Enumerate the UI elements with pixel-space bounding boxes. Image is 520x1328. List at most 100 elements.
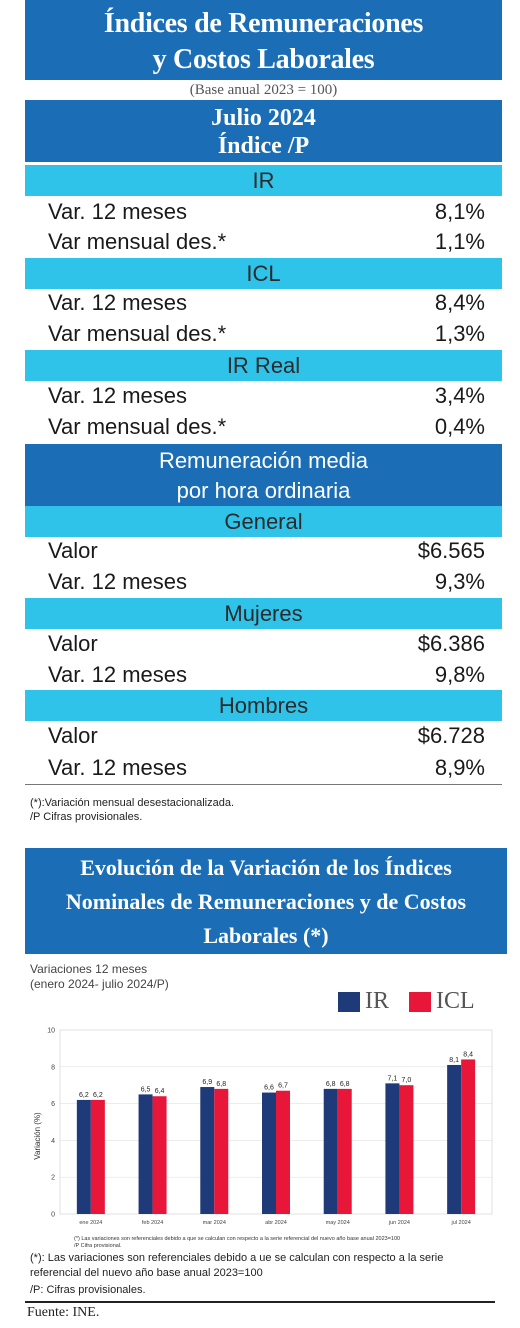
- mujeres-row-12m: Var. 12 meses 9,8%: [48, 659, 485, 690]
- chart-inner-note-1: (*) Las variaciones son referenciales de…: [74, 1236, 400, 1242]
- section-icl: ICL: [25, 258, 502, 289]
- row-label: Var. 12 meses: [48, 199, 187, 224]
- section-general: General: [25, 506, 502, 537]
- bar-ir-4: [262, 1092, 276, 1214]
- footnote-provisional: /P Cifras provisionales.: [30, 811, 143, 823]
- legend-ir: IR: [338, 988, 389, 1015]
- y-tick-label: 8: [51, 1064, 55, 1071]
- period-header: Julio 2024 Índice /P: [25, 100, 502, 162]
- legend-icl: ICL: [409, 988, 475, 1015]
- table-bottom-rule: [25, 784, 502, 785]
- legend-icl-swatch: [409, 991, 431, 1012]
- row-value: 1,1%: [434, 229, 485, 254]
- mujeres-row-value: Valor $6.386: [48, 628, 485, 659]
- rem-title-line-2: por hora ordinaria: [176, 478, 351, 503]
- data-label-icl-6: 7,0: [402, 1077, 412, 1084]
- legend-ir-label: IR: [365, 988, 389, 1014]
- row-value: $6.565: [417, 538, 485, 563]
- row-label: Valor: [48, 723, 98, 748]
- row-value: 8,9%: [434, 755, 485, 780]
- data-label-ir-5: 6,8: [326, 1081, 336, 1088]
- bar-icl-1: [90, 1099, 105, 1214]
- row-value: 0,4%: [434, 414, 485, 439]
- y-tick-label: 10: [47, 1028, 55, 1035]
- row-label: Var. 12 meses: [48, 383, 187, 408]
- data-label-ir-2: 6,5: [141, 1086, 151, 1093]
- rem-title-line-1: Remuneración media: [158, 448, 369, 473]
- title-line-1: Índices de Remuneraciones: [103, 8, 424, 39]
- data-label-ir-7: 8,1: [449, 1057, 459, 1064]
- ir-row-12m: Var. 12 meses 8,1%: [48, 196, 485, 227]
- source-rule: [25, 1301, 495, 1303]
- period-label: Julio 2024: [211, 105, 316, 131]
- bar-ir-2: [138, 1094, 153, 1214]
- row-label: Valor: [48, 631, 98, 656]
- row-value: 9,3%: [434, 569, 485, 594]
- title-line-2: y Costos Laborales: [152, 44, 375, 75]
- index-label: Índice /P: [217, 133, 310, 159]
- bar-icl-6: [399, 1085, 414, 1214]
- y-tick-label: 6: [51, 1101, 55, 1108]
- bar-icl-3: [214, 1088, 229, 1214]
- chart-title-line-1: Evolución de la Variación de los Índices: [80, 855, 452, 880]
- data-label-icl-5: 6,8: [340, 1081, 350, 1088]
- chart-note-3: /P: Cifras provisionales.: [30, 1284, 146, 1296]
- x-tick-label: jun 2024: [388, 1220, 410, 1226]
- report-title: Índices de Remuneraciones y Costos Labor…: [25, 0, 502, 80]
- data-label-icl-3: 6,8: [216, 1081, 226, 1088]
- row-value: 8,4%: [434, 290, 485, 315]
- row-label: Var. 12 meses: [48, 290, 187, 315]
- section-ir: IR: [25, 165, 502, 196]
- data-label-ir-6: 7,1: [388, 1075, 398, 1082]
- chart-subtitle: Variaciones 12 meses (enero 2024- julio …: [30, 962, 169, 992]
- chart-title-line-2: Nominales de Remuneraciones y de Costos: [65, 889, 467, 914]
- x-tick-label: feb 2024: [142, 1220, 163, 1226]
- bar-ir-1: [76, 1099, 91, 1214]
- row-value: 1,3%: [434, 321, 485, 346]
- section-ir-real: IR Real: [25, 350, 502, 381]
- general-row-12m: Var. 12 meses 9,3%: [48, 566, 485, 597]
- ir-row-monthly: Var mensual des.* 1,1%: [48, 226, 485, 257]
- row-label: Var. 12 meses: [48, 569, 187, 594]
- bar-chart: 0 2 4 6 8 10 6,2 6,2 6,5 6,4 6,9 6,8 6,6 6,7 6,8 6,8 7,…: [30, 1018, 500, 1250]
- data-label-ir-3: 6,9: [202, 1079, 212, 1086]
- chart-section-title: Evolución de la Variación de los Índices…: [25, 848, 507, 954]
- footnote-desestacionalizada: (*):Variación mensual desestacionalizada…: [30, 797, 235, 809]
- general-row-value: Valor $6.565: [48, 535, 485, 566]
- row-value: 8,1%: [434, 199, 485, 224]
- x-tick-label: ene 2024: [79, 1220, 102, 1226]
- x-tick-label: abr 2024: [265, 1220, 287, 1226]
- x-tick-label: may 2024: [326, 1220, 350, 1226]
- row-value: $6.728: [417, 723, 485, 748]
- data-label-icl-4: 6,7: [278, 1083, 288, 1090]
- bar-ir-6: [385, 1083, 400, 1214]
- row-value: 3,4%: [434, 383, 485, 408]
- chart-x-labels: ene 2024 feb 2024 mar 2024 abr 2024 may 2024…: [79, 1220, 470, 1226]
- row-label: Var. 12 meses: [48, 662, 187, 687]
- data-label-icl-2: 6,4: [155, 1088, 165, 1095]
- data-label-ir-4: 6,6: [264, 1085, 274, 1092]
- bar-icl-2: [152, 1096, 167, 1214]
- row-value: $6.386: [417, 631, 485, 656]
- y-tick-label: 2: [51, 1175, 55, 1182]
- row-label: Var mensual des.*: [48, 414, 227, 439]
- chart-inner-note-2: /P Cifra provisional.: [74, 1243, 122, 1249]
- y-tick-label: 4: [51, 1138, 55, 1145]
- bar-ir-5: [323, 1088, 338, 1214]
- chart-subtitle-1: Variaciones 12 meses: [30, 962, 148, 976]
- hombres-row-value: Valor $6.728: [48, 720, 485, 751]
- row-label: Var mensual des.*: [48, 229, 227, 254]
- chart-note-2: referencial del nuevo año base anual 202…: [30, 1267, 263, 1279]
- x-tick-label: jul 2024: [451, 1220, 471, 1226]
- section-mujeres: Mujeres: [25, 598, 502, 629]
- x-tick-label: mar 2024: [203, 1220, 226, 1226]
- chart-title-line-3: Laborales (*): [203, 923, 329, 948]
- hombres-row-12m: Var. 12 meses 8,9%: [48, 752, 485, 783]
- data-label-ir-1: 6,2: [79, 1092, 89, 1099]
- source-label: Fuente: INE.: [27, 1305, 100, 1320]
- data-label-icl-7: 8,4: [463, 1051, 473, 1058]
- icl-row-12m: Var. 12 meses 8,4%: [48, 287, 485, 318]
- y-tick-label: 0: [51, 1212, 55, 1219]
- chart-note-1: (*): Las variaciones son referenciales d…: [30, 1252, 444, 1264]
- chart-subtitle-2: (enero 2024- julio 2024/P): [30, 977, 169, 991]
